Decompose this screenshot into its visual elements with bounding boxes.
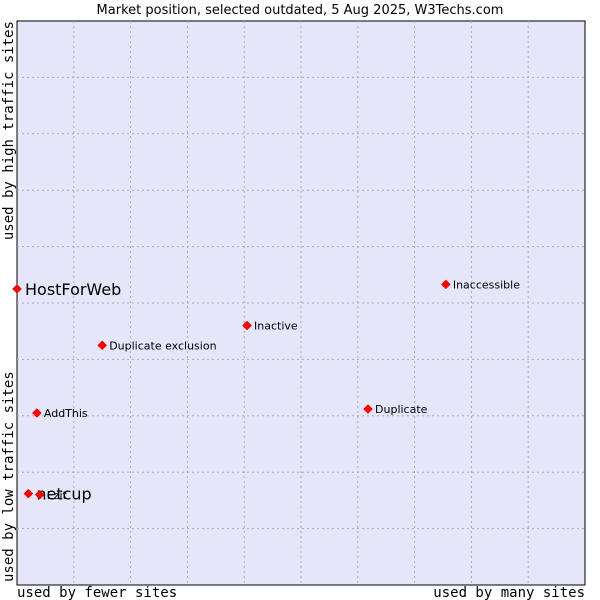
chart-title: Market position, selected outdated, 5 Au… xyxy=(97,3,504,18)
point-label-ezit: Ezit xyxy=(47,489,68,502)
point-label-inactive: Inactive xyxy=(254,320,298,333)
y-axis-label-bottom: used by low traffic sites xyxy=(1,371,17,582)
point-label-addthis: AddThis xyxy=(44,407,88,420)
point-label-hostforweb: HostForWeb xyxy=(25,280,121,299)
x-axis-label-left: used by fewer sites xyxy=(17,585,177,600)
point-label-netcup: netcup xyxy=(36,485,91,504)
point-marker-inaccessible xyxy=(440,279,451,290)
y-axis-label-top: used by high traffic sites xyxy=(1,21,17,240)
point-label-inaccessible: Inaccessible xyxy=(453,278,520,291)
point-label-duplicate-exclusion: Duplicate exclusion xyxy=(109,339,216,352)
point-marker-ezit xyxy=(34,489,45,500)
x-axis-label-right: used by many sites xyxy=(433,585,585,600)
point-marker-netcup xyxy=(23,488,34,499)
point-label-duplicate: Duplicate xyxy=(375,403,428,416)
point-marker-inactive xyxy=(242,320,252,331)
point-marker-duplicate xyxy=(363,404,373,414)
point-marker-duplicate-exclusion xyxy=(97,340,108,351)
point-marker-hostforweb xyxy=(12,284,22,294)
point-marker-addthis xyxy=(32,408,42,418)
grid-lines xyxy=(17,21,585,585)
